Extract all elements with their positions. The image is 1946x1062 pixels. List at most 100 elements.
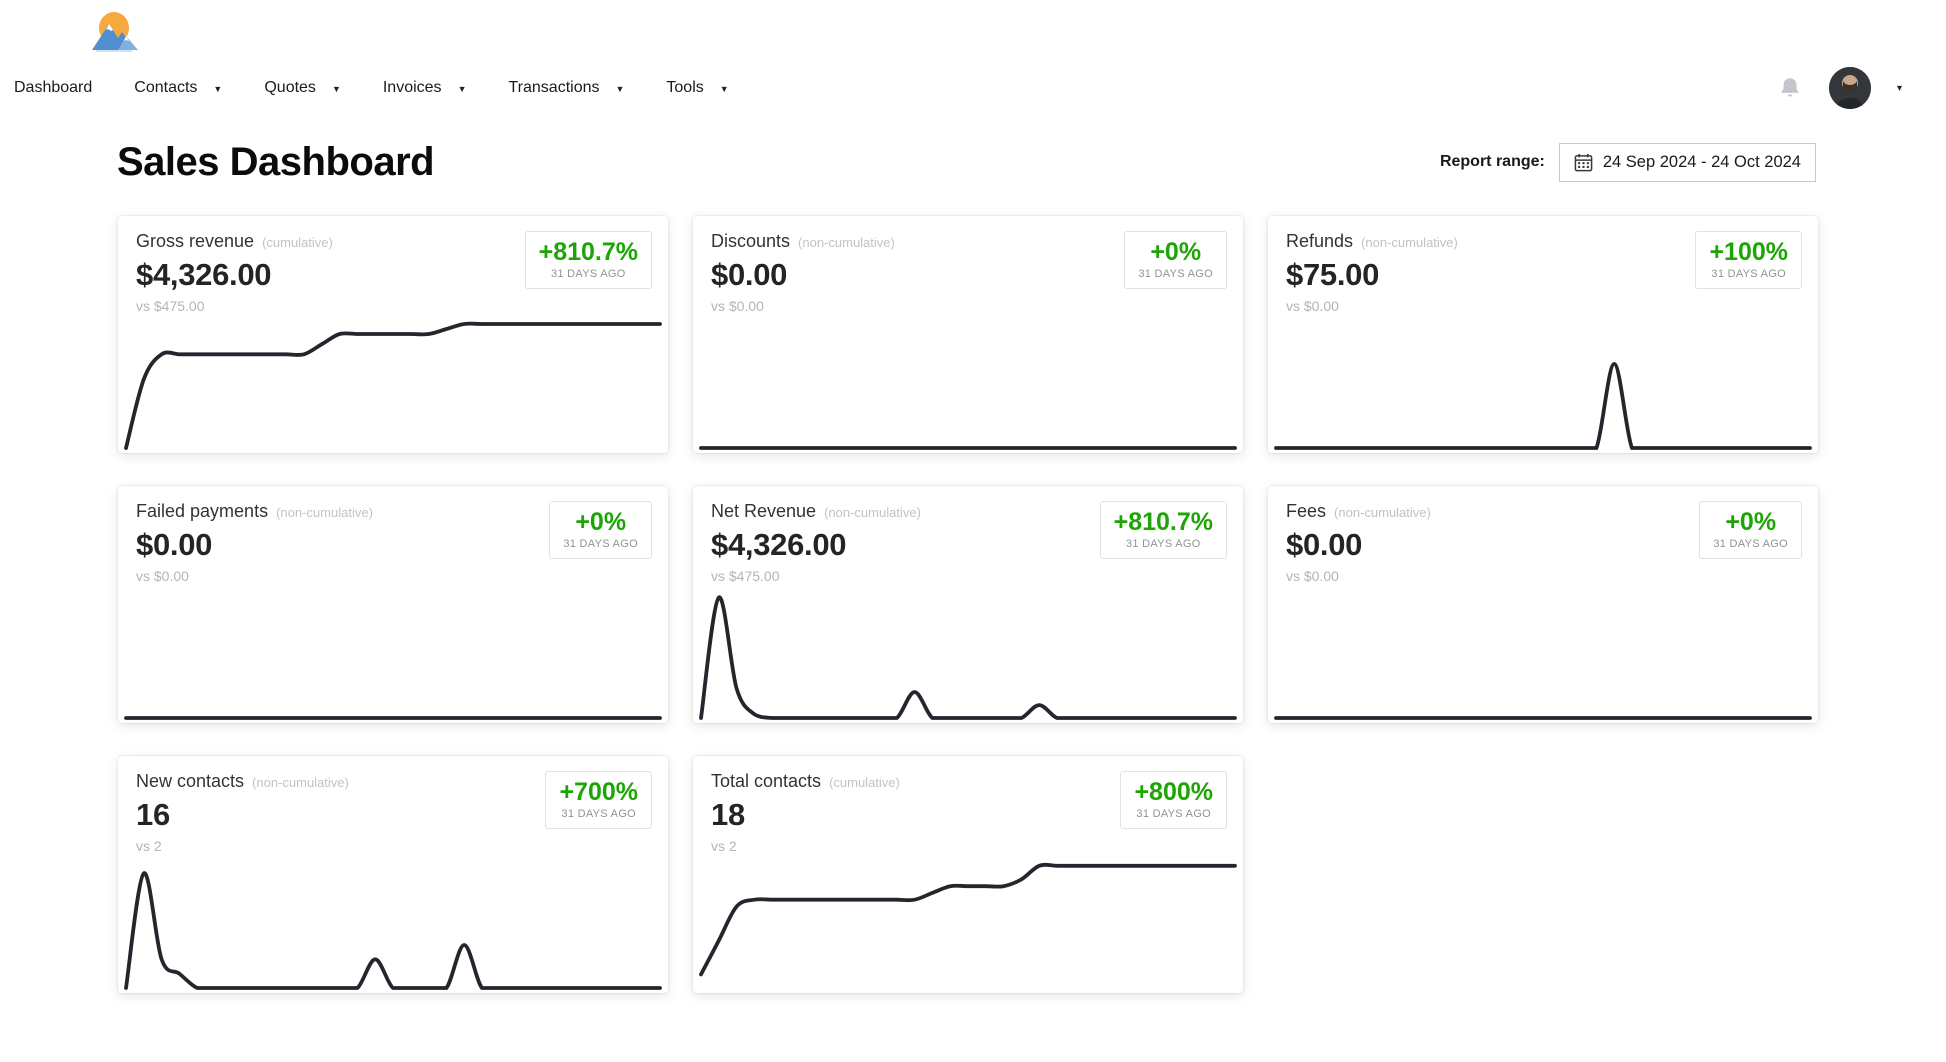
nav-item-invoices[interactable]: Invoices ▼ — [383, 79, 467, 97]
title-row: Sales Dashboard Report range: — [0, 136, 1946, 188]
metric-change-period: 31 DAYS AGO — [1711, 268, 1787, 281]
metric-comparison: vs $0.00 — [1286, 298, 1339, 314]
metric-change-period: 31 DAYS AGO — [563, 538, 638, 551]
metric-value: 16 — [136, 797, 170, 832]
metric-mode: (non-cumulative) — [1334, 505, 1431, 520]
metric-change-percent: +0% — [1150, 238, 1202, 266]
report-range-picker[interactable]: 24 Sep 2024 - 24 Oct 2024 — [1558, 142, 1816, 182]
metric-card-total-contacts: Total contacts (cumulative) 18 vs 2 +800… — [693, 756, 1243, 993]
logo-row — [0, 0, 1946, 66]
metric-change-percent: +100% — [1709, 238, 1788, 266]
metric-card-refunds: Refunds (non-cumulative) $75.00 vs $0.00… — [1268, 216, 1818, 453]
report-range-value: 24 Sep 2024 - 24 Oct 2024 — [1602, 152, 1801, 171]
metric-card-head: Fees (non-cumulative) $0.00 vs $0.00 — [1268, 486, 1818, 584]
metric-card-head: Gross revenue (cumulative) $4,326.00 vs … — [118, 216, 668, 314]
metric-change-percent: +700% — [559, 778, 638, 806]
page-title: Sales Dashboard — [117, 139, 435, 184]
metric-comparison: vs $475.00 — [136, 298, 205, 314]
nav-item-dashboard[interactable]: Dashboard — [14, 79, 92, 97]
metric-change-badge: +810.7% 31 DAYS AGO — [524, 231, 652, 290]
metric-value: $75.00 — [1286, 257, 1380, 292]
metric-change-badge: +0% 31 DAYS AGO — [1699, 501, 1802, 560]
user-avatar[interactable] — [1828, 67, 1871, 109]
metric-card-head: New contacts (non-cumulative) 16 vs 2 — [118, 756, 668, 854]
sparkline-chart — [699, 595, 1237, 720]
chevron-down-icon: ▼ — [719, 83, 729, 94]
metric-mode: (cumulative) — [262, 235, 333, 250]
metric-mode: (cumulative) — [829, 775, 900, 790]
nav-item-label: Dashboard — [14, 79, 93, 96]
metric-change-period: 31 DAYS AGO — [550, 268, 626, 281]
sparkline-chart — [699, 862, 1237, 977]
metric-title: Total contacts — [711, 771, 822, 791]
metric-mode: (non-cumulative) — [824, 505, 921, 520]
metric-value: $0.00 — [136, 527, 213, 562]
nav-right: ▾ — [1777, 67, 1902, 109]
metric-change-period: 31 DAYS AGO — [561, 808, 637, 821]
metric-change-percent: +800% — [1134, 778, 1213, 806]
metric-card-head: Refunds (non-cumulative) $75.00 vs $0.00 — [1268, 216, 1818, 314]
calendar-icon — [1574, 153, 1593, 172]
metric-value: $4,326.00 — [711, 527, 847, 562]
sparkline-chart — [124, 871, 662, 990]
metric-card-discounts: Discounts (non-cumulative) $0.00 vs $0.0… — [693, 216, 1243, 453]
metric-title: Gross revenue — [136, 231, 255, 251]
nav-item-label: Tools — [666, 79, 704, 96]
metric-mode: (non-cumulative) — [276, 505, 373, 520]
chevron-down-icon: ▼ — [615, 83, 625, 94]
nav-item-contacts[interactable]: Contacts ▼ — [134, 79, 222, 97]
nav-item-tools[interactable]: Tools ▼ — [666, 79, 728, 97]
metric-value: $0.00 — [711, 257, 788, 292]
metric-change-badge: +0% 31 DAYS AGO — [549, 501, 652, 560]
bell-icon[interactable] — [1777, 75, 1803, 101]
report-range: Report range: 24 Sep 2024 - 24 Oct 20 — [1440, 142, 1816, 182]
metric-card-failed-payments: Failed payments (non-cumulative) $0.00 v… — [118, 486, 668, 723]
metric-value: 18 — [711, 797, 745, 832]
metric-comparison: vs $0.00 — [136, 568, 189, 584]
nav-item-transactions[interactable]: Transactions ▼ — [508, 79, 624, 97]
metric-title: Discounts — [711, 231, 791, 251]
mountain-sun-logo-icon[interactable] — [88, 8, 140, 58]
metric-card-gross-revenue: Gross revenue (cumulative) $4,326.00 vs … — [118, 216, 668, 453]
metric-value: $0.00 — [1286, 527, 1363, 562]
metric-change-period: 31 DAYS AGO — [1713, 538, 1788, 551]
sparkline-chart — [124, 321, 662, 450]
metric-comparison: vs $0.00 — [711, 298, 764, 314]
nav-item-quotes[interactable]: Quotes ▼ — [264, 79, 341, 97]
metric-cards-grid: Gross revenue (cumulative) $4,326.00 vs … — [118, 216, 1946, 993]
metric-comparison: vs $475.00 — [711, 568, 780, 584]
nav-item-label: Contacts — [134, 79, 198, 96]
metric-title: Net Revenue — [711, 501, 817, 521]
metric-change-period: 31 DAYS AGO — [1138, 268, 1213, 281]
sparkline-chart — [1274, 716, 1812, 720]
metric-value: $4,326.00 — [136, 257, 272, 292]
metric-title: New contacts — [136, 771, 245, 791]
metric-change-period: 31 DAYS AGO — [1136, 808, 1212, 821]
sparkline-chart — [124, 716, 662, 720]
metric-change-percent: +0% — [1725, 508, 1777, 536]
metric-change-badge: +100% 31 DAYS AGO — [1695, 231, 1802, 290]
chevron-down-icon: ▼ — [457, 83, 467, 94]
metric-card-fees: Fees (non-cumulative) $0.00 vs $0.00 +0%… — [1268, 486, 1818, 723]
metric-title: Refunds — [1286, 231, 1354, 251]
metric-card-net-revenue: Net Revenue (non-cumulative) $4,326.00 v… — [693, 486, 1243, 723]
metric-change-badge: +0% 31 DAYS AGO — [1124, 231, 1227, 290]
metric-card-head: Failed payments (non-cumulative) $0.00 v… — [118, 486, 668, 584]
metric-change-percent: +0% — [575, 508, 627, 536]
main-nav: Dashboard Contacts ▼ Quotes ▼ Invoices ▼… — [0, 66, 1946, 110]
sparkline-chart — [1274, 361, 1812, 450]
metric-mode: (non-cumulative) — [252, 775, 349, 790]
metric-card-head: Total contacts (cumulative) 18 vs 2 — [693, 756, 1243, 854]
metric-change-percent: +810.7% — [538, 238, 638, 266]
metric-comparison: vs 2 — [711, 838, 737, 854]
metric-title: Fees — [1286, 501, 1327, 521]
metric-comparison: vs $0.00 — [1286, 568, 1339, 584]
user-menu-chevron-down-icon[interactable]: ▾ — [1896, 82, 1902, 94]
metric-mode: (non-cumulative) — [798, 235, 895, 250]
chevron-down-icon: ▼ — [213, 83, 223, 94]
metric-card-head: Net Revenue (non-cumulative) $4,326.00 v… — [693, 486, 1243, 584]
metric-card-head: Discounts (non-cumulative) $0.00 vs $0.0… — [693, 216, 1243, 314]
metric-change-badge: +800% 31 DAYS AGO — [1120, 771, 1227, 830]
metric-card-new-contacts: New contacts (non-cumulative) 16 vs 2 +7… — [118, 756, 668, 993]
